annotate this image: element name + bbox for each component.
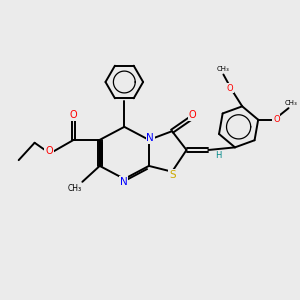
- Text: O: O: [45, 146, 53, 156]
- Text: CH₃: CH₃: [68, 184, 82, 193]
- Text: O: O: [273, 115, 280, 124]
- Text: CH₃: CH₃: [217, 66, 230, 72]
- Text: O: O: [188, 110, 196, 120]
- Text: N: N: [120, 177, 127, 187]
- Text: CH₃: CH₃: [285, 100, 298, 106]
- Text: O: O: [69, 110, 77, 120]
- Text: H: H: [215, 151, 221, 160]
- Text: S: S: [169, 170, 176, 180]
- Text: O: O: [226, 84, 233, 93]
- Text: N: N: [146, 134, 154, 143]
